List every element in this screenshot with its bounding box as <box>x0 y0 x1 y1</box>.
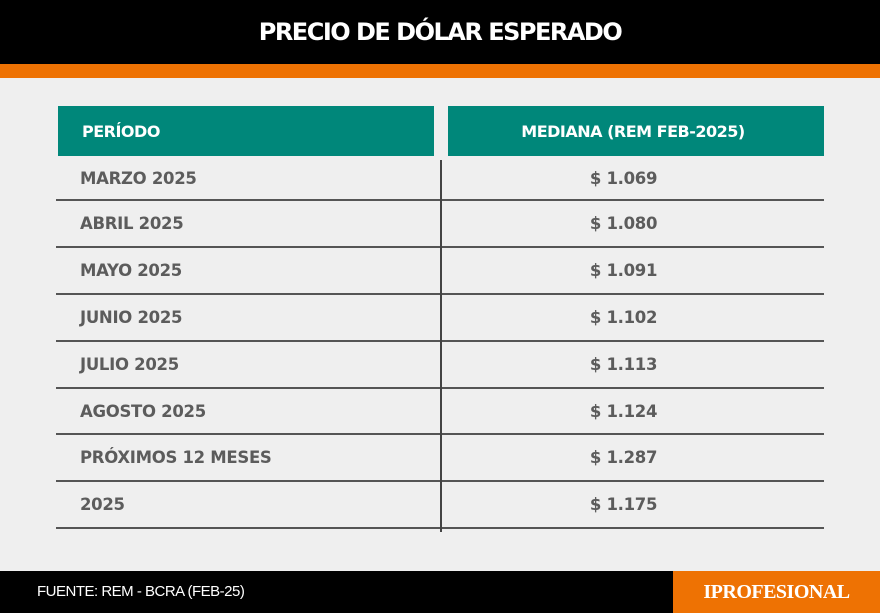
header-periodo: PERÍODO <box>58 106 434 156</box>
median-cell: $ 1.080 <box>589 213 658 233</box>
orange-stripe <box>0 64 880 78</box>
period-cell: MARZO 2025 <box>80 168 197 188</box>
page-title: PRECIO DE DÓLAR ESPERADO <box>0 0 880 64</box>
period-cell: 2025 <box>80 495 125 515</box>
median-cell: $ 1.102 <box>589 307 658 327</box>
source-text: FUENTE: REM - BCRA (FEB-25) <box>37 583 245 600</box>
median-cell: $ 1.091 <box>589 260 658 280</box>
iprofesional-logo: IPROFESIONAL <box>673 571 880 613</box>
median-cell: $ 1.287 <box>589 448 658 468</box>
period-cell: MAYO 2025 <box>80 260 182 280</box>
header-mediana: MEDIANA (REM FEB-2025) <box>448 106 824 156</box>
period-cell: JUNIO 2025 <box>80 307 183 327</box>
period-cell: ABRIL 2025 <box>80 213 184 233</box>
median-cell: $ 1.175 <box>589 495 658 515</box>
period-cell: PRÓXIMOS 12 MESES <box>80 448 272 468</box>
median-cell: $ 1.113 <box>589 354 658 374</box>
period-cell: JULIO 2025 <box>80 354 179 374</box>
column-divider <box>440 160 442 532</box>
logo-text: IPROFESIONAL <box>703 580 850 603</box>
median-cell: $ 1.069 <box>589 168 658 188</box>
period-cell: AGOSTO 2025 <box>80 401 206 421</box>
median-cell: $ 1.124 <box>589 401 658 421</box>
